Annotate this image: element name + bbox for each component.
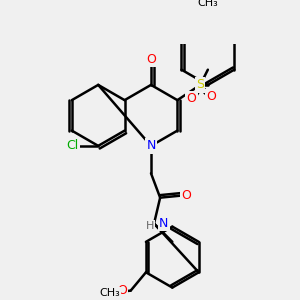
Text: O: O [207, 90, 217, 103]
Text: O: O [117, 284, 127, 297]
Text: H: H [146, 221, 154, 231]
Text: CH₃: CH₃ [197, 0, 218, 8]
Text: S: S [196, 78, 204, 92]
Text: Cl: Cl [66, 140, 78, 152]
Text: N: N [159, 217, 169, 230]
Text: O: O [146, 52, 156, 65]
Text: O: O [186, 92, 196, 105]
Text: CH₃: CH₃ [99, 288, 120, 298]
Text: N: N [146, 140, 156, 152]
Text: O: O [181, 189, 191, 202]
